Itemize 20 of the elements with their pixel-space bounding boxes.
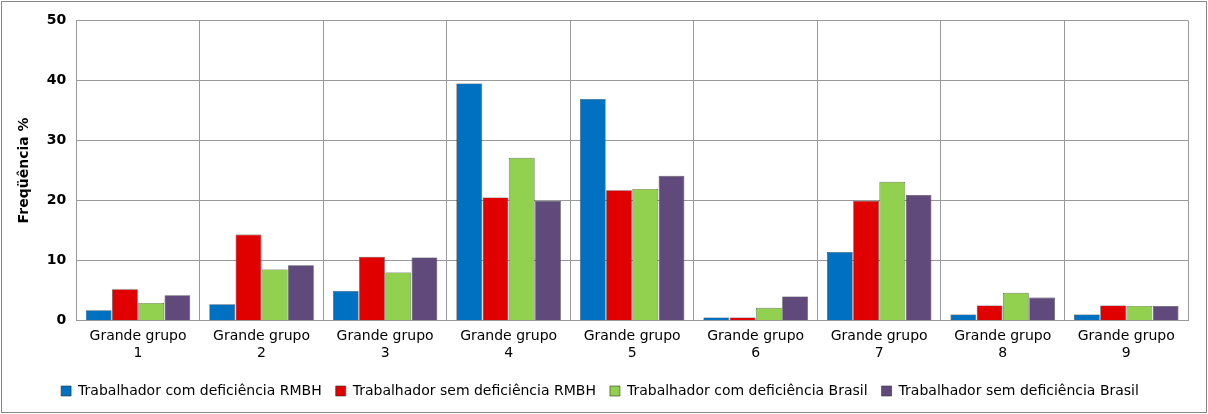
x-tick-label: Grande grupo 2: [213, 327, 311, 361]
y-tick-label: 20: [46, 191, 67, 208]
legend-label: Trabalhador com deficiência Brasil: [625, 381, 868, 398]
y-tick-label: 10: [46, 251, 67, 268]
legend-label: Trabalhador sem deficiência Brasil: [897, 381, 1139, 398]
x-tick-label: Grande grupo 6: [707, 327, 805, 361]
y-tick-label: 0: [56, 311, 67, 328]
y-tick-label: 30: [46, 131, 67, 148]
legend-label: Trabalhador com deficiência RMBH: [77, 381, 322, 398]
x-tick-label: Grande grupo 3: [336, 327, 434, 361]
y-tick-label: 40: [46, 71, 67, 88]
y-axis-title: Freqüência %: [15, 117, 32, 224]
legend-label: Trabalhador sem deficiência RMBH: [351, 381, 596, 398]
x-tick-label: Grande grupo 7: [830, 327, 928, 361]
x-tick-label: Grande grupo 8: [954, 327, 1052, 361]
y-tick-label: 50: [46, 11, 67, 28]
x-tick-label: Grande grupo 9: [1077, 327, 1175, 361]
x-tick-label: Grande grupo 4: [460, 327, 558, 361]
x-tick-label: Grande grupo 1: [89, 327, 187, 361]
x-tick-label: Grande grupo 5: [583, 327, 681, 361]
